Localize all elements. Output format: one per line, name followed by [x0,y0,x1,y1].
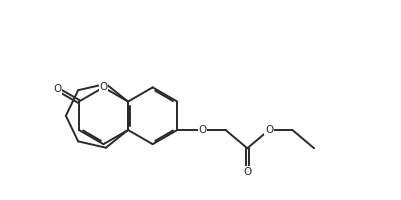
Text: O: O [53,84,61,94]
Text: O: O [99,82,107,92]
Text: O: O [265,125,273,135]
Text: O: O [243,167,251,177]
Text: O: O [198,125,207,135]
